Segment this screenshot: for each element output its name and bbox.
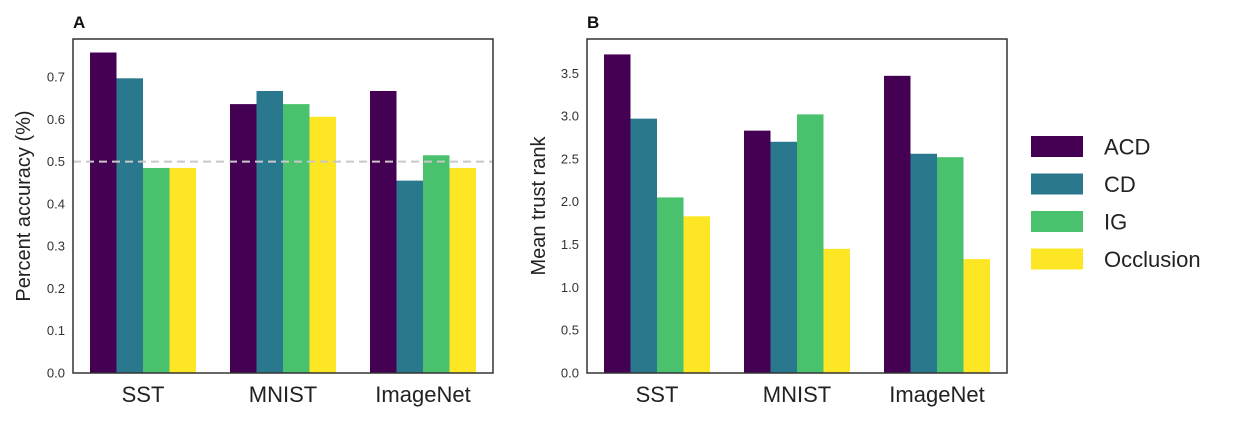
- panel-a-ytick-label: 0.3: [47, 239, 65, 254]
- panel-a-category-label-imagenet: ImageNet: [375, 382, 470, 407]
- panel-b-bar-imagenet-ig: [937, 157, 964, 373]
- legend-swatch-occlusion: [1031, 248, 1083, 270]
- legend-label-cd: CD: [1104, 172, 1136, 197]
- panel-a-bar-sst-acd: [90, 52, 117, 373]
- panel-b-bar-sst-cd: [630, 118, 657, 374]
- panel-a-bar-imagenet-cd: [396, 180, 423, 373]
- panel-a-frame: [72, 38, 494, 374]
- panel-b-ytick-label: 3.0: [561, 109, 579, 124]
- panel-b-category-label-imagenet: ImageNet: [889, 382, 984, 407]
- panel-a-ytick-label: 0.7: [47, 70, 65, 85]
- panel-b-category-label-sst: SST: [636, 382, 679, 407]
- panel-b-bar-sst-acd: [604, 54, 631, 374]
- panel-a-ytick-label: 0.0: [47, 366, 65, 381]
- panel-b-bar-imagenet-cd: [910, 153, 937, 373]
- legend-label-occlusion: Occlusion: [1104, 247, 1201, 272]
- legend: ACD CD IG Occlusion: [1031, 135, 1201, 272]
- panel-b-letter: B: [587, 13, 599, 32]
- panel-a-ytick-label: 0.6: [47, 112, 65, 127]
- legend-label-acd: ACD: [1104, 135, 1150, 160]
- panel-b-bar-mnist-ig: [797, 114, 824, 374]
- panel-a-ytick-label: 0.5: [47, 154, 65, 169]
- panel-b-ytick-label: 0.0: [561, 366, 579, 381]
- panel-b-ytick-label: 2.5: [561, 151, 579, 166]
- panel-a-category-label-sst: SST: [122, 382, 165, 407]
- panel-a-bar-imagenet-acd: [370, 91, 397, 373]
- panel-b-category-label-mnist: MNIST: [763, 382, 831, 407]
- panel-b-ytick-label: 1.5: [561, 237, 579, 252]
- panel-a-bar-sst-occlusion: [169, 167, 196, 373]
- panel-b-bar-mnist-cd: [770, 141, 797, 373]
- panel-b-ytick-label: 3.5: [561, 66, 579, 81]
- panel-b-ytick-label: 2.0: [561, 194, 579, 209]
- legend-swatch-acd: [1031, 136, 1083, 157]
- panel-a-bar-sst-ig: [143, 167, 170, 373]
- panel-b-ytick-label: 0.5: [561, 323, 579, 338]
- legend-swatch-ig: [1031, 211, 1083, 232]
- panel-b-bar-sst-ig: [657, 197, 684, 373]
- panel-b-ylabel: Mean trust rank: [528, 136, 550, 276]
- panel-a-ytick-label: 0.2: [47, 281, 65, 296]
- panel-b: B 0.0 0.5 1.0 1.5 2.0 2.5 3.0 3.5 SST MNIST ImageNe…: [528, 13, 1008, 407]
- panel-b-bar-mnist-occlusion: [823, 248, 850, 373]
- panel-a-bar-mnist-occlusion: [309, 116, 336, 373]
- panel-a-category-label-mnist: MNIST: [249, 382, 317, 407]
- panel-b-bar-mnist-acd: [744, 130, 771, 373]
- panel-b-frame: [586, 38, 1008, 374]
- panel-b-bar-imagenet-occlusion: [963, 259, 990, 373]
- panel-a-bar-sst-cd: [116, 78, 143, 373]
- panel-a-bar-imagenet-occlusion: [449, 167, 476, 373]
- panel-a-bar-mnist-cd: [256, 91, 283, 373]
- panel-b-bar-imagenet-acd: [884, 75, 911, 373]
- panel-a-ytick-label: 0.4: [47, 196, 65, 211]
- legend-label-ig: IG: [1104, 210, 1127, 235]
- legend-swatch-cd: [1031, 173, 1083, 195]
- panel-b-ytick-label: 1.0: [561, 280, 579, 295]
- panel-a-ylabel: Percent accuracy (%): [13, 110, 35, 301]
- panel-a-bar-mnist-acd: [230, 104, 257, 374]
- panel-a-letter: A: [73, 13, 85, 32]
- panel-a: A 0.0 0.1 0.2 0.3 0.4 0.5 0.6 0.7 SST MNIST ImageNe…: [13, 13, 494, 407]
- panel-a-bar-mnist-ig: [283, 104, 310, 374]
- panel-a-ytick-label: 0.1: [47, 323, 65, 338]
- panel-a-bar-imagenet-ig: [423, 155, 450, 373]
- panel-b-bar-sst-occlusion: [683, 216, 710, 373]
